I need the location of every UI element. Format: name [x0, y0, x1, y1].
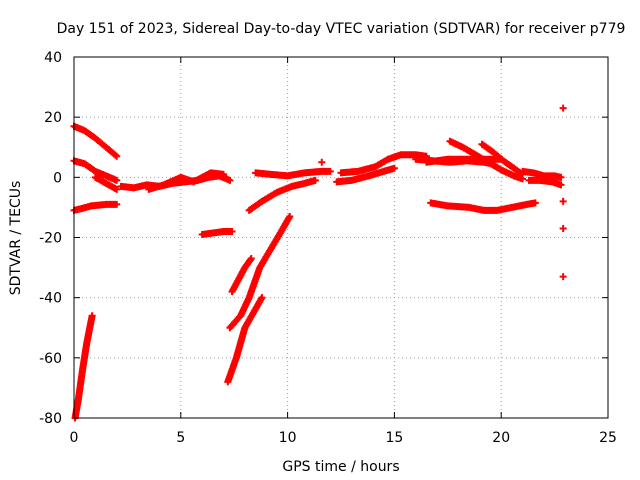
x-tick-label: 10 [279, 430, 297, 446]
data-point [390, 164, 398, 172]
data-point [286, 212, 294, 220]
data-point [113, 176, 121, 184]
data-point [311, 176, 319, 184]
data-point [318, 158, 326, 166]
data-point [258, 294, 266, 302]
y-tick-label: 0 [53, 170, 62, 186]
y-tick-label: 20 [44, 110, 62, 126]
data-point [247, 255, 255, 263]
chart-title: Day 151 of 2023, Sidereal Day-to-day VTE… [57, 21, 626, 37]
data-point [113, 185, 121, 193]
data-point [220, 170, 228, 178]
data-point [226, 176, 234, 184]
data-point [559, 104, 567, 112]
x-tick-label: 25 [599, 430, 617, 446]
data-point [88, 312, 96, 320]
data-point [559, 197, 567, 205]
data-point [559, 273, 567, 281]
y-tick-label: -80 [39, 411, 62, 427]
data-point [559, 224, 567, 232]
x-tick-label: 15 [385, 430, 403, 446]
data-point [557, 181, 565, 189]
y-axis-label: SDTVAR / TECUs [8, 181, 24, 296]
data-point [113, 200, 121, 208]
y-tick-label: 40 [44, 50, 62, 66]
data-point [531, 199, 539, 207]
y-tick-label: -60 [39, 351, 62, 367]
data-point [326, 167, 334, 175]
data-point [557, 173, 565, 181]
data-points [70, 104, 567, 422]
x-tick-label: 5 [176, 430, 185, 446]
data-point [113, 152, 121, 160]
y-tick-label: -40 [39, 291, 62, 307]
data-point [228, 227, 236, 235]
axis-ticks: 0 5 10 15 20 25 -80 -60 -40 -20 0 20 40 [39, 50, 617, 446]
x-axis-label: GPS time / hours [282, 459, 399, 475]
y-tick-label: -20 [39, 231, 62, 247]
grid-lines [74, 57, 608, 418]
x-tick-label: 0 [70, 430, 79, 446]
x-tick-label: 20 [492, 430, 510, 446]
